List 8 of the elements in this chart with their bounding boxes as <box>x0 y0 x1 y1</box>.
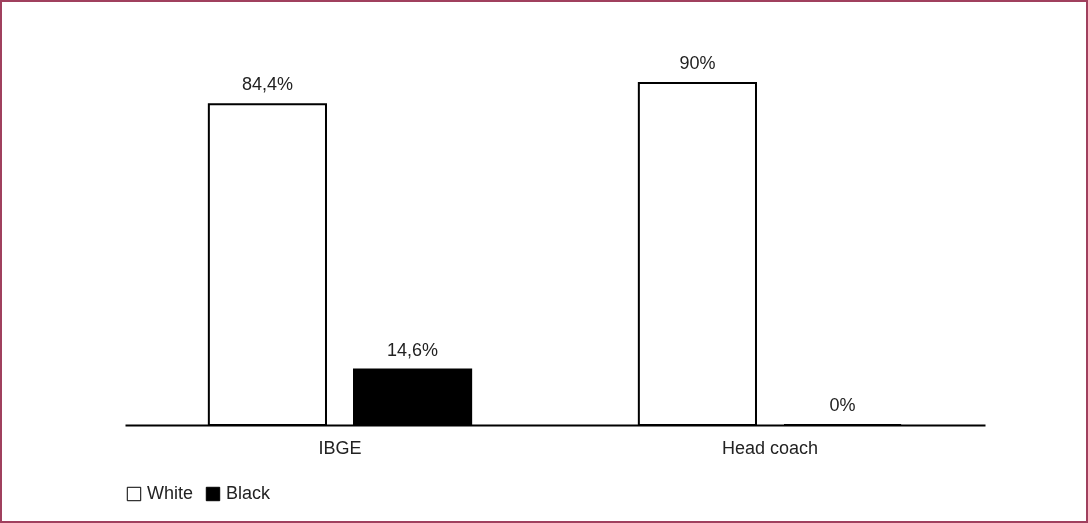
data-label: 14,6% <box>387 339 439 360</box>
data-label: 0% <box>829 395 856 415</box>
data-label: 84,4% <box>241 74 293 95</box>
legend-label: White <box>147 483 194 503</box>
x-tick-label: Head coach <box>721 437 819 458</box>
data-label: 90% <box>679 52 716 73</box>
x-tick-label: IBGE <box>318 437 362 458</box>
legend-label: Black <box>226 483 272 503</box>
